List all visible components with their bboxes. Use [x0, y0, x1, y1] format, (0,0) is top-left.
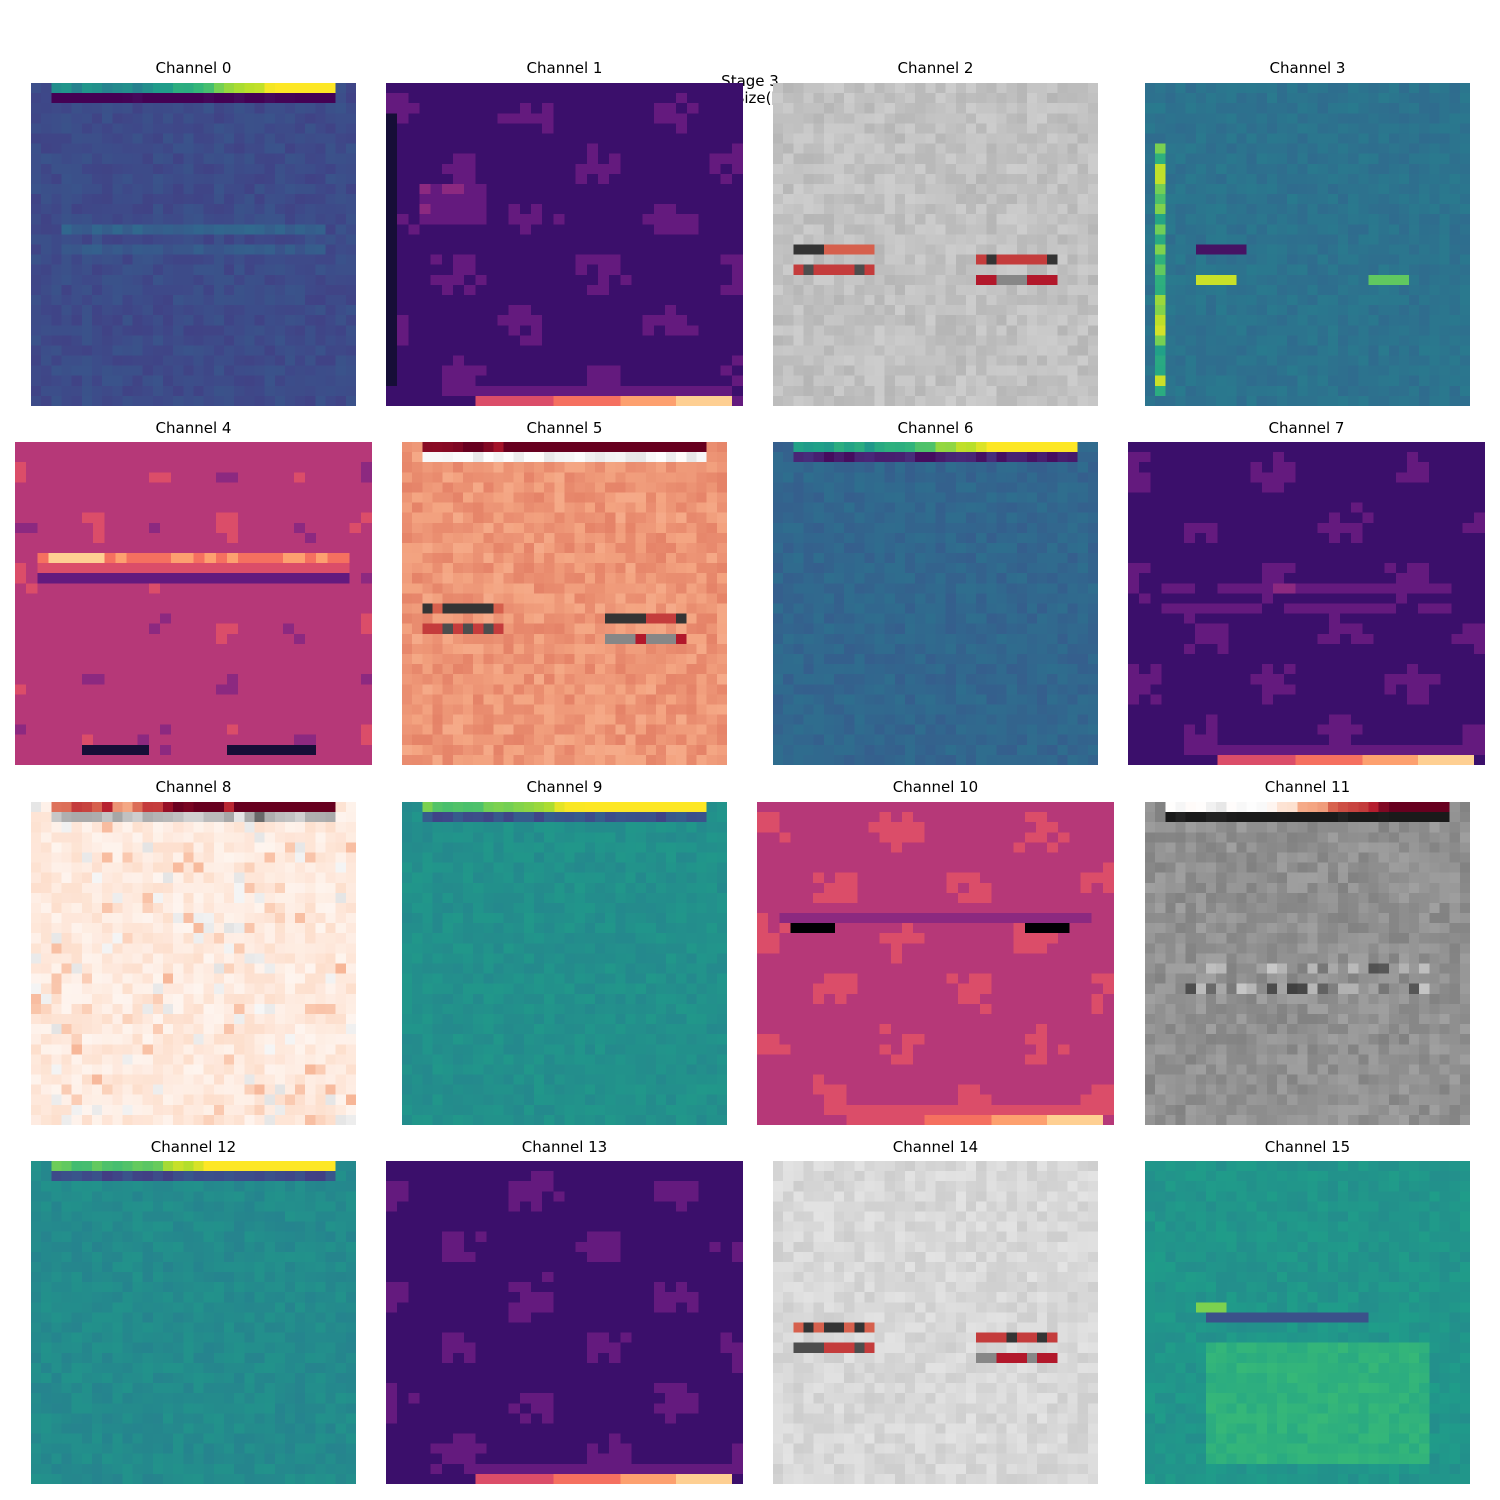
- channel-heatmap: [402, 802, 727, 1125]
- channel-heatmap: [773, 1161, 1098, 1484]
- channel-title: Channel 6: [897, 419, 974, 437]
- channel-heatmap: [773, 83, 1098, 406]
- channel-heatmap: [1128, 442, 1485, 765]
- channel-panel: Channel 7: [1108, 420, 1500, 765]
- channel-panel: Channel 6: [753, 420, 1118, 765]
- channel-title: Channel 3: [1269, 59, 1346, 77]
- channel-title: Channel 0: [155, 59, 232, 77]
- channel-heatmap: [31, 802, 356, 1125]
- channel-panel: Channel 12: [11, 1139, 376, 1484]
- channel-heatmap: [386, 83, 743, 406]
- channel-heatmap: [402, 442, 727, 765]
- channel-panel: Channel 0: [11, 60, 376, 406]
- channel-panel: Channel 11: [1125, 779, 1490, 1125]
- channel-title: Channel 10: [892, 778, 979, 796]
- channel-title: Channel 4: [155, 419, 232, 437]
- channel-panel: Channel 1: [366, 60, 763, 406]
- channel-title: Channel 1: [526, 59, 603, 77]
- channel-panel: Channel 2: [753, 60, 1118, 406]
- channel-title: Channel 13: [521, 1138, 608, 1156]
- channel-title: Channel 14: [892, 1138, 979, 1156]
- channel-title: Channel 12: [150, 1138, 237, 1156]
- channel-title: Channel 2: [897, 59, 974, 77]
- channel-heatmap: [1145, 83, 1470, 406]
- channel-heatmap: [31, 83, 356, 406]
- channel-title: Channel 7: [1268, 419, 1345, 437]
- channel-heatmap: [1145, 802, 1470, 1125]
- channel-panel: Channel 14: [753, 1139, 1118, 1484]
- channel-title: Channel 15: [1264, 1138, 1351, 1156]
- channel-heatmap: [757, 802, 1114, 1125]
- channel-panel: Channel 13: [366, 1139, 763, 1484]
- channel-heatmap: [1145, 1161, 1470, 1484]
- channel-panel: Channel 8: [11, 779, 376, 1125]
- channel-title: Channel 5: [526, 419, 603, 437]
- channel-panel: Channel 9: [382, 779, 747, 1125]
- channel-title: Channel 11: [1264, 778, 1351, 796]
- channel-heatmap: [15, 442, 372, 765]
- channel-panel: Channel 4: [0, 420, 392, 765]
- channel-heatmap: [773, 442, 1098, 765]
- channel-panel: Channel 3: [1125, 60, 1490, 406]
- channel-panel: Channel 10: [737, 779, 1134, 1125]
- channel-heatmap: [31, 1161, 356, 1484]
- channel-panel: Channel 5: [382, 420, 747, 765]
- channel-title: Channel 8: [155, 778, 232, 796]
- channel-panel: Channel 15: [1125, 1139, 1490, 1484]
- channel-title: Channel 9: [526, 778, 603, 796]
- channel-heatmap: [386, 1161, 743, 1484]
